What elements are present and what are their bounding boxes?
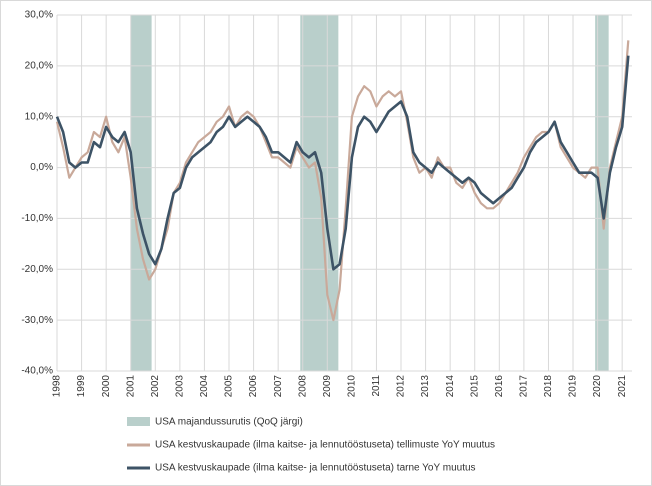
x-tick-label: 2018 <box>543 375 554 398</box>
y-tick-label: 20,0% <box>25 60 53 71</box>
series-line <box>55 55 630 271</box>
legend-label: USA majandussurutis (QoQ järgi) <box>155 417 303 428</box>
y-tick-label: 10,0% <box>25 111 53 122</box>
legend-label: USA kestvuskaupade (ilma kaitse- ja lenn… <box>155 463 476 474</box>
x-tick-label: 2008 <box>297 375 308 398</box>
y-tick-label: -40,0% <box>21 366 53 377</box>
y-tick-label: 0,0% <box>30 162 53 173</box>
x-tick-label: 2014 <box>445 375 456 398</box>
x-tick-label: 2012 <box>396 375 407 398</box>
x-tick-label: 2004 <box>199 375 210 398</box>
x-tick-label: 2007 <box>273 375 284 398</box>
x-tick-label: 2021 <box>617 375 628 398</box>
x-tick-label: 2006 <box>248 375 259 398</box>
x-tick-label: 1999 <box>76 375 87 398</box>
x-tick-label: 1998 <box>52 375 63 398</box>
x-tick-label: 2009 <box>322 375 333 398</box>
y-tick-label: 30,0% <box>25 10 53 21</box>
legend-swatch <box>127 417 150 426</box>
y-tick-label: -10,0% <box>21 213 53 224</box>
y-tick-label: -30,0% <box>21 315 53 326</box>
x-tick-label: 2002 <box>150 375 161 398</box>
recession-band <box>595 15 609 371</box>
x-tick-label: 2001 <box>125 375 136 398</box>
x-tick-label: 2010 <box>347 375 358 398</box>
x-tick-label: 2005 <box>224 375 235 398</box>
x-tick-label: 2020 <box>592 375 603 398</box>
legend-label: USA kestvuskaupade (ilma kaitse- ja lenn… <box>155 440 495 451</box>
x-tick-label: 2011 <box>371 375 382 397</box>
recession-band <box>130 15 152 371</box>
x-tick-label: 2003 <box>175 375 186 398</box>
x-tick-label: 2015 <box>469 375 480 398</box>
x-tick-label: 2000 <box>101 375 112 398</box>
x-tick-label: 2019 <box>568 375 579 398</box>
y-tick-label: -20,0% <box>21 264 53 275</box>
x-tick-label: 2013 <box>420 375 431 398</box>
x-tick-label: 2016 <box>494 375 505 398</box>
x-tick-label: 2017 <box>519 375 530 398</box>
